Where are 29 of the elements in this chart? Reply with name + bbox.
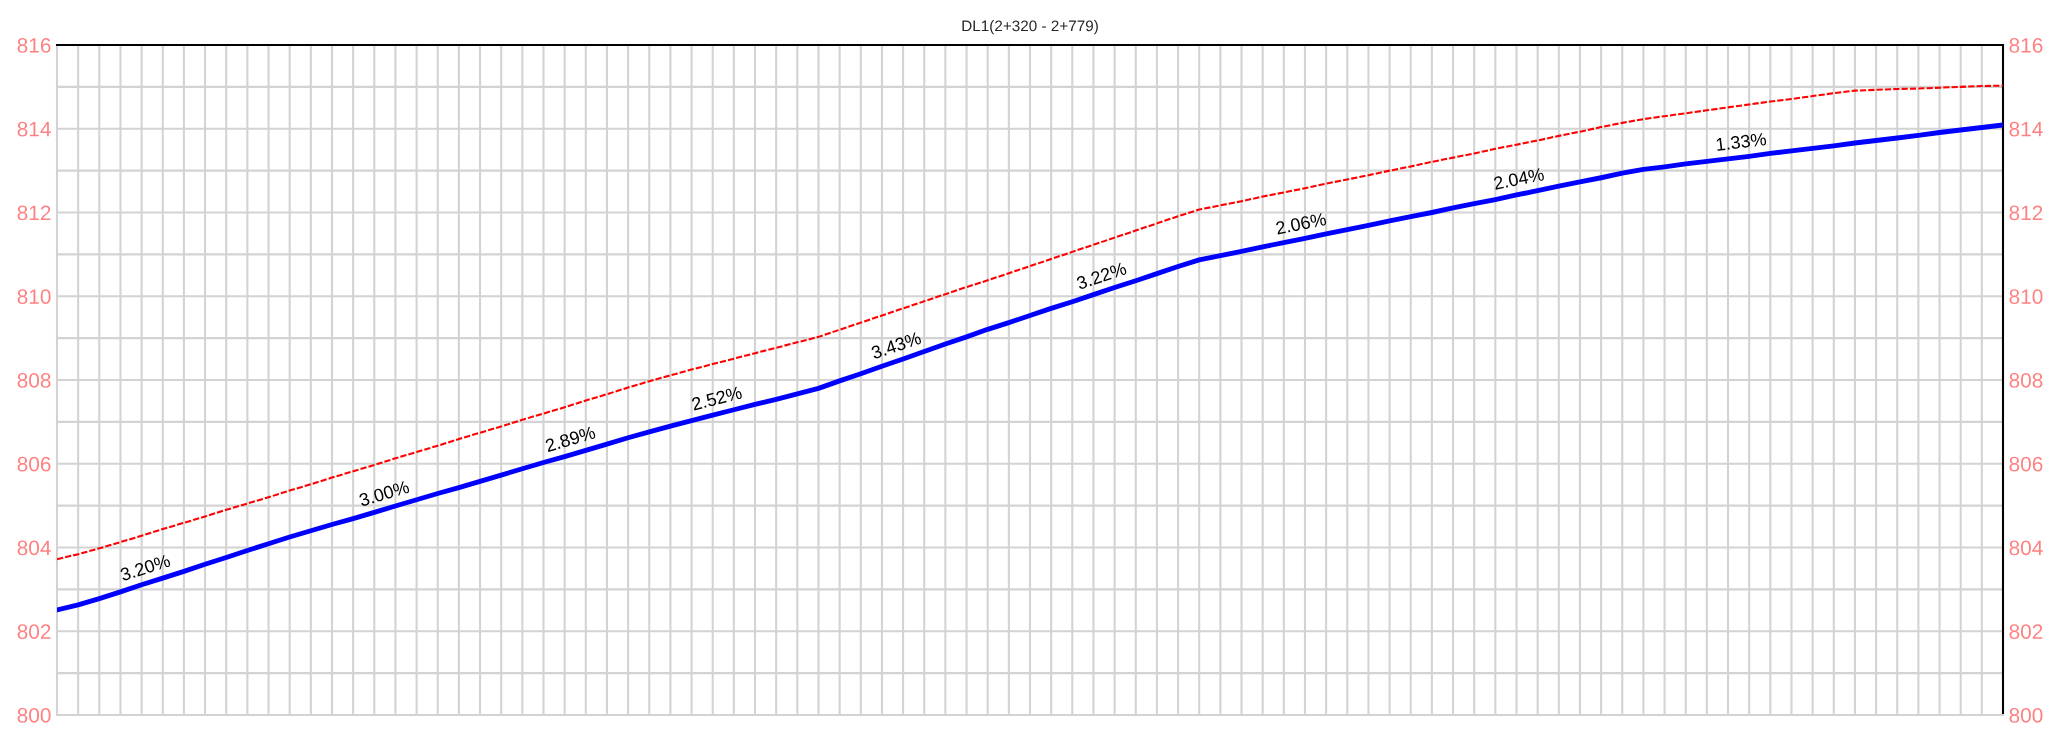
y-tick-label: 814	[17, 121, 51, 137]
y-tick-label: 800	[17, 708, 51, 723]
annotation: 2.06%	[1275, 212, 1327, 235]
annotation: 2.04%	[1493, 167, 1545, 190]
y2-tick-label: 800	[2009, 708, 2043, 723]
y-tick-label: 816	[17, 38, 51, 53]
annotation: 3.00%	[358, 480, 410, 507]
annotation: 3.22%	[1075, 261, 1128, 290]
annotation: 3.20%	[119, 553, 171, 582]
y-tick-label: 802	[17, 624, 51, 639]
y2-tick-label: 804	[2009, 540, 2043, 556]
y-tick-label: 812	[17, 205, 51, 221]
y-tick-label: 806	[17, 456, 51, 472]
annotation: 2.52%	[691, 385, 743, 411]
line-series	[57, 122, 2003, 613]
annotation: 3.43%	[870, 331, 922, 360]
y2-tick-label: 814	[2009, 121, 2043, 137]
y2-tick-label: 812	[2009, 205, 2043, 221]
y-tick-label: 810	[17, 289, 51, 304]
y2-tick-label: 802	[2009, 624, 2043, 639]
y-tick-label: 804	[17, 540, 51, 556]
y2-tick-label: 810	[2009, 289, 2043, 304]
y2-tick-label: 816	[2009, 38, 2043, 53]
y-tick-label: 808	[17, 373, 51, 388]
annotation: 2.89%	[544, 425, 597, 453]
chart-title: DL1(2+320 - 2+779)	[962, 20, 1098, 35]
y2-tick-label: 808	[2009, 373, 2043, 388]
y2-tick-label: 806	[2009, 456, 2043, 472]
annotation: 1.33%	[1716, 132, 1767, 151]
